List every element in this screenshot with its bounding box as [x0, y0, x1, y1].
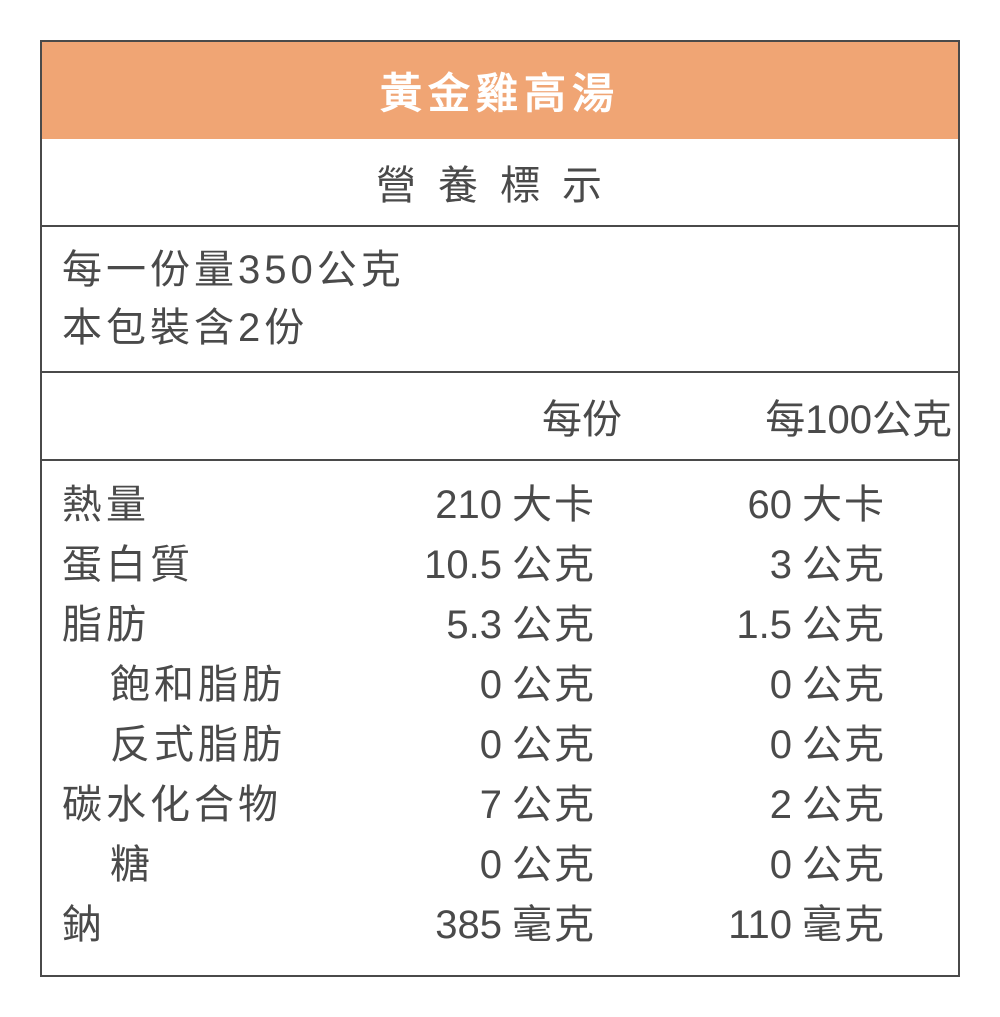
per-100g-unit: 公克 — [792, 835, 942, 895]
per-serving-value: 0 — [362, 655, 502, 715]
column-per-100g: 每100公克 — [652, 387, 952, 445]
serving-line2: 本包裝含2份 — [62, 299, 938, 357]
per-serving-value: 5.3 — [362, 595, 502, 655]
column-headers: 每份 每100公克 — [42, 373, 958, 461]
nutrition-row: 鈉385毫克110毫克 — [62, 895, 938, 955]
per-100g-value: 0 — [652, 835, 792, 895]
per-100g-unit: 公克 — [792, 535, 942, 595]
nutrition-row: 碳水化合物7公克2公克 — [62, 775, 938, 835]
column-per-serving: 每份 — [362, 387, 652, 445]
nutrient-name: 鈉 — [62, 895, 362, 955]
column-blank — [62, 387, 362, 445]
per-100g-value: 1.5 — [652, 595, 792, 655]
nutrient-name: 糖 — [62, 835, 362, 895]
per-serving-value: 0 — [362, 835, 502, 895]
nutrient-name: 蛋白質 — [62, 535, 362, 595]
serving-info: 每一份量350公克 本包裝含2份 — [42, 227, 958, 373]
per-serving-value: 7 — [362, 775, 502, 835]
per-serving-unit: 公克 — [502, 655, 652, 715]
nutrition-row: 蛋白質10.5公克3公克 — [62, 535, 938, 595]
per-100g-unit: 毫克 — [792, 895, 942, 955]
nutrition-row: 飽和脂肪0公克0公克 — [62, 655, 938, 715]
per-serving-unit: 大卡 — [502, 475, 652, 535]
nutrient-name: 碳水化合物 — [62, 775, 362, 835]
nutrition-row: 脂肪5.3公克1.5公克 — [62, 595, 938, 655]
nutrition-row: 反式脂肪0公克0公克 — [62, 715, 938, 775]
per-serving-value: 10.5 — [362, 535, 502, 595]
per-serving-unit: 公克 — [502, 775, 652, 835]
nutrient-name: 反式脂肪 — [62, 715, 362, 775]
section-title: 營養標示 — [42, 139, 958, 227]
per-serving-value: 0 — [362, 715, 502, 775]
per-100g-value: 0 — [652, 715, 792, 775]
nutrition-row: 熱量210大卡60大卡 — [62, 475, 938, 535]
nutrition-label: 黃金雞高湯 營養標示 每一份量350公克 本包裝含2份 每份 每100公克 熱量… — [40, 40, 960, 977]
nutrient-name: 飽和脂肪 — [62, 655, 362, 715]
nutrition-rows: 熱量210大卡60大卡蛋白質10.5公克3公克脂肪5.3公克1.5公克飽和脂肪0… — [42, 461, 958, 975]
per-serving-unit: 公克 — [502, 535, 652, 595]
serving-line1: 每一份量350公克 — [62, 241, 938, 299]
per-100g-value: 110 — [652, 895, 792, 955]
per-100g-unit: 公克 — [792, 775, 942, 835]
per-100g-unit: 公克 — [792, 595, 942, 655]
nutrient-name: 脂肪 — [62, 595, 362, 655]
per-100g-unit: 公克 — [792, 655, 942, 715]
per-serving-unit: 公克 — [502, 715, 652, 775]
per-serving-value: 385 — [362, 895, 502, 955]
nutrition-row: 糖0公克0公克 — [62, 835, 938, 895]
per-serving-unit: 公克 — [502, 835, 652, 895]
per-serving-unit: 公克 — [502, 595, 652, 655]
per-100g-value: 60 — [652, 475, 792, 535]
per-100g-unit: 大卡 — [792, 475, 942, 535]
per-100g-value: 0 — [652, 655, 792, 715]
per-100g-value: 2 — [652, 775, 792, 835]
per-serving-unit: 毫克 — [502, 895, 652, 955]
per-serving-value: 210 — [362, 475, 502, 535]
per-100g-value: 3 — [652, 535, 792, 595]
nutrient-name: 熱量 — [62, 475, 362, 535]
product-title: 黃金雞高湯 — [42, 42, 958, 139]
per-100g-unit: 公克 — [792, 715, 942, 775]
